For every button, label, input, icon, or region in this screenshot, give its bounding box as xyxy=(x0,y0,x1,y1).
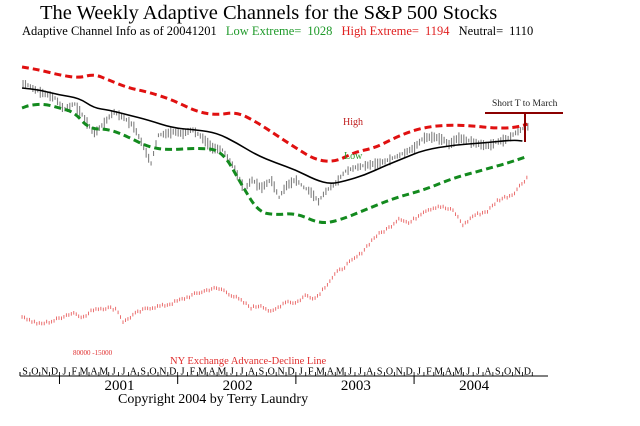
month-tick-label: M xyxy=(218,367,227,378)
high-label: High xyxy=(343,117,363,128)
high-extreme-value: 1194 xyxy=(424,24,450,38)
month-tick-label: F xyxy=(308,367,314,378)
neutral-value: 1110 xyxy=(509,24,534,38)
month-tick-label: F xyxy=(190,367,196,378)
month-tick-label: A xyxy=(366,367,374,378)
neutral-line xyxy=(21,87,523,184)
month-tick-label: N xyxy=(41,367,48,378)
month-tick-label: M xyxy=(99,367,108,378)
month-tick-label: M xyxy=(198,367,207,378)
month-tick-label: J xyxy=(122,367,126,378)
low-channel-line xyxy=(21,102,525,225)
year-label: 2003 xyxy=(341,378,371,394)
year-label: 2001 xyxy=(104,378,134,394)
month-tick-label: D xyxy=(169,367,176,378)
month-tick-label: D xyxy=(406,367,413,378)
month-tick-label: O xyxy=(386,367,393,378)
month-tick-label: D xyxy=(524,367,531,378)
year-label: 2004 xyxy=(459,378,490,394)
month-tick-label: M xyxy=(434,367,443,378)
month-tick-label: A xyxy=(248,367,256,378)
low-label: Low xyxy=(344,151,363,162)
month-tick-label: J xyxy=(358,367,362,378)
short-note: Short T to March xyxy=(492,99,558,109)
month-tick-label: A xyxy=(209,367,217,378)
ad-range-label: 80000 -15000 xyxy=(73,349,113,357)
month-tick-label: O xyxy=(504,367,511,378)
month-tick-label: J xyxy=(299,367,303,378)
channel-info: Adaptive Channel Info as of 20041201 Low… xyxy=(22,24,539,39)
month-tick-label: J xyxy=(240,367,244,378)
month-tick-label: O xyxy=(268,367,275,378)
ad-line-label: NY Exchange Advance-Decline Line xyxy=(170,356,327,367)
month-tick-label: F xyxy=(71,367,77,378)
high-channel-line xyxy=(21,65,528,163)
month-tick-label: M xyxy=(80,367,89,378)
year-label: 2002 xyxy=(223,378,253,394)
month-tick-label: A xyxy=(130,367,138,378)
month-tick-label: N xyxy=(277,367,284,378)
month-tick-label: M xyxy=(336,367,345,378)
month-tick-label: A xyxy=(445,367,453,378)
month-tick-label: S xyxy=(495,367,501,378)
high-extreme-label: High Extreme= xyxy=(341,24,419,38)
month-tick-label: N xyxy=(159,367,166,378)
month-tick-label: J xyxy=(417,367,421,378)
month-tick-label: D xyxy=(51,367,58,378)
low-extreme-label: Low Extreme= xyxy=(225,24,302,38)
month-tick-label: M xyxy=(454,367,463,378)
month-tick-label: A xyxy=(327,367,335,378)
month-tick-label: J xyxy=(62,367,66,378)
month-tick-label: M xyxy=(316,367,325,378)
month-tick-label: F xyxy=(426,367,432,378)
month-tick-label: O xyxy=(31,367,38,378)
neutral-label: Neutral= xyxy=(458,24,504,38)
channel-lines xyxy=(21,65,528,225)
month-tick-label: D xyxy=(287,367,294,378)
annotations: High Low Short T to March xyxy=(343,99,563,162)
month-tick-label: S xyxy=(259,367,265,378)
info-label: Adaptive Channel Info as of 20041201 xyxy=(22,24,217,38)
price-bars xyxy=(22,80,529,206)
month-tick-label: O xyxy=(149,367,156,378)
month-tick-label: S xyxy=(377,367,383,378)
month-tick-label: N xyxy=(396,367,403,378)
month-tick-label: N xyxy=(514,367,521,378)
low-extreme-value: 1028 xyxy=(307,24,333,38)
month-tick-label: A xyxy=(484,367,492,378)
month-tick-label: J xyxy=(181,367,185,378)
month-tick-label: J xyxy=(348,367,352,378)
month-tick-label: S xyxy=(140,367,146,378)
month-tick-label: J xyxy=(476,367,480,378)
ad-line xyxy=(21,175,528,326)
month-tick-label: A xyxy=(90,367,98,378)
copyright: Copyright 2004 by Terry Laundry xyxy=(118,392,309,407)
month-tick-label: J xyxy=(466,367,470,378)
month-tick-label: S xyxy=(22,367,28,378)
month-tick-label: J xyxy=(230,367,234,378)
chart-title: The Weekly Adaptive Channels for the S&P… xyxy=(40,2,498,24)
month-tick-label: J xyxy=(112,367,116,378)
